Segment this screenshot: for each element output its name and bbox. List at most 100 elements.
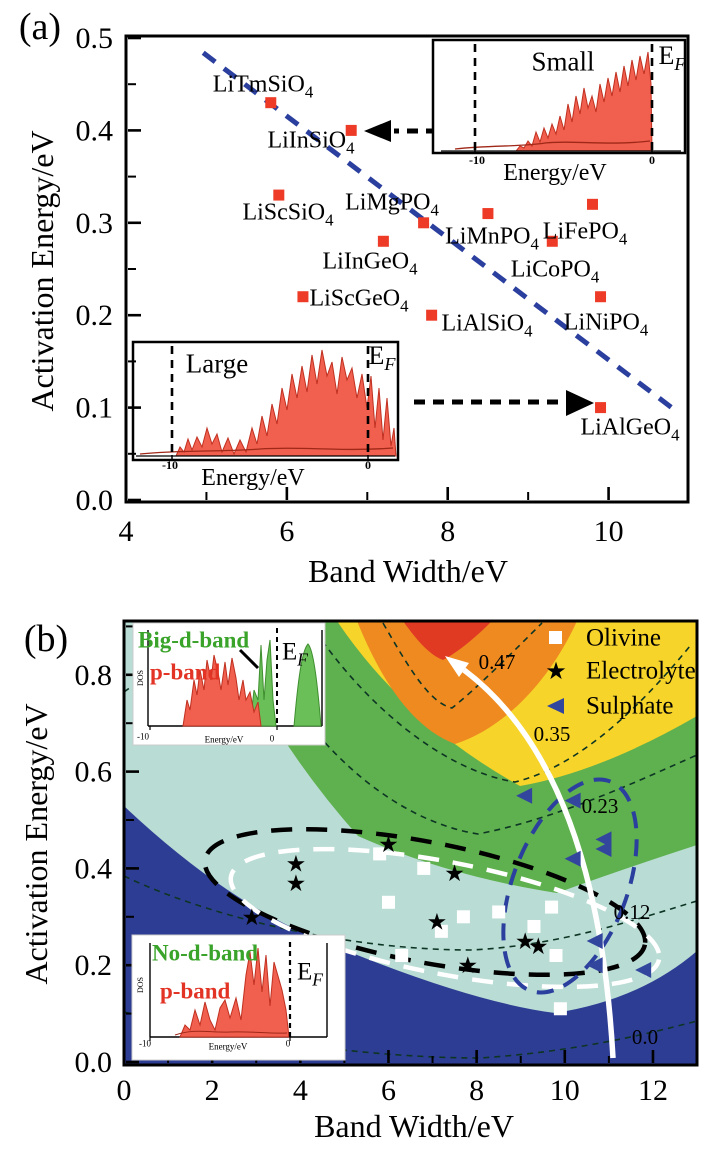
y-tick-label-b: 0.8 xyxy=(75,659,113,692)
y-tick-label-a: 0.5 xyxy=(76,22,114,55)
data-point-a xyxy=(273,189,285,201)
data-point-a xyxy=(377,235,389,247)
legend-symbols: ★ xyxy=(545,631,567,714)
white-arrow-curve xyxy=(462,667,616,1059)
y-tick-label-a: 0.4 xyxy=(76,114,114,147)
olivine-point xyxy=(381,895,395,909)
sulphate-point xyxy=(586,933,603,949)
y-tick-label-a: 0.3 xyxy=(76,207,114,240)
data-point-a xyxy=(426,309,438,321)
legend-electrolyte-label: Electrolyte xyxy=(586,657,696,685)
inset-small-xlabel: Energy/eV xyxy=(503,160,607,186)
compound-label: LiAlGeO4 xyxy=(580,414,680,445)
compound-label: LiScSiO4 xyxy=(242,199,334,230)
olivine-point xyxy=(492,905,506,919)
x-tick-label-a: 8 xyxy=(440,515,455,548)
data-point-a xyxy=(482,208,494,220)
inset-large-tick-right: 0 xyxy=(365,458,371,472)
dos-d-band-right xyxy=(293,643,322,727)
inset-small-tick-right: 0 xyxy=(649,153,655,167)
band-orange xyxy=(357,621,577,744)
x-tick-label-b: 8 xyxy=(469,1074,484,1107)
compound-label: LiInSiO4 xyxy=(267,127,355,158)
inset-nod-tick-left: -10 xyxy=(139,1038,151,1049)
arrow-large-inset-head xyxy=(566,390,594,416)
sulphate-point xyxy=(586,957,603,974)
sulphate-point xyxy=(516,787,533,804)
dos-p-band xyxy=(179,947,290,1038)
arrow-small-inset-head xyxy=(364,120,391,142)
y-tick-label-b: 0.4 xyxy=(75,852,113,885)
compound-label: LiNiPO4 xyxy=(563,309,649,340)
inset-small-dos xyxy=(431,38,687,155)
panel-a-graphics: 4 6 8 10 0.0 0.1 0.2 0.3 0.4 0.5 xyxy=(76,22,690,548)
inset-big-d-band xyxy=(132,622,326,746)
inset-nod-line2: p-band xyxy=(160,978,231,1004)
inset-large-dos xyxy=(131,340,400,462)
sulphate-point xyxy=(595,841,612,858)
x-tick-label-b: 2 xyxy=(205,1074,220,1107)
data-point-a xyxy=(546,235,558,247)
data-point-a xyxy=(595,291,607,303)
electrolyte-point: ★ xyxy=(242,905,263,930)
legend-electrolyte-marker: ★ xyxy=(545,659,567,685)
inset-bigd-xlabel: Energy/eV xyxy=(204,734,244,745)
panel-b-xlabel: Band Width/eV xyxy=(314,1108,514,1144)
inset-large-title: Large xyxy=(185,348,249,379)
dos-curve-large xyxy=(175,349,397,457)
x-tick-label-a: 10 xyxy=(594,515,624,548)
compound-label: LiScGeO4 xyxy=(309,285,409,316)
band-red xyxy=(403,621,492,660)
x-tick-label-a: 4 xyxy=(119,515,134,548)
trend-line xyxy=(201,50,680,415)
electrolyte-point: ★ xyxy=(286,871,307,896)
inset-nod-xlabel: Energy/eV xyxy=(208,1041,248,1052)
olivine-point xyxy=(456,910,470,924)
white-arrow-head xyxy=(445,656,469,677)
legend-olivine-label: Olivine xyxy=(586,624,661,652)
inset-small-tick-left: -10 xyxy=(469,153,485,167)
inset-nod-ylabel: DOS xyxy=(136,976,145,994)
contour-label: 0.12 xyxy=(614,900,651,924)
electrolyte-point: ★ xyxy=(528,934,549,959)
y-tick-label-a: 0.2 xyxy=(76,299,114,332)
inset-large-ef-label: EF xyxy=(368,340,396,374)
data-point-a xyxy=(418,217,430,229)
compound-label: LiMnPO4 xyxy=(445,223,539,254)
x-tick-label-b: 6 xyxy=(381,1074,396,1107)
inset-bigd-ylabel: DOS xyxy=(136,669,145,687)
panel-a-tag: (a) xyxy=(18,6,62,48)
inset-no-d-band xyxy=(131,934,346,1061)
panel-b-tag: (b) xyxy=(23,618,69,660)
compound-label: LiTmSiO4 xyxy=(212,71,314,102)
olivine-point xyxy=(553,1002,567,1016)
contour-label: 0.23 xyxy=(582,794,619,818)
white-dashed-ellipse xyxy=(228,846,662,990)
panel-b-ylabel: Activation Energy/eV xyxy=(18,703,54,985)
panel-b-frame xyxy=(122,619,699,1067)
inset-large-tick-left: -10 xyxy=(162,458,178,472)
legend-olivine-marker xyxy=(549,631,562,644)
compound-label: LiInGeO4 xyxy=(322,248,418,279)
data-point-a xyxy=(586,198,598,210)
inset-nod-line1: No-d-band xyxy=(152,940,259,966)
inset-bigd-tick-right: 0 xyxy=(269,733,275,744)
panel-a-xlabel: Band Width/eV xyxy=(308,553,508,589)
olivine-point xyxy=(395,949,409,963)
sulphate-point xyxy=(635,962,652,979)
x-tick-label-b: 10 xyxy=(550,1074,580,1107)
y-tick-label-b: 0.2 xyxy=(75,949,113,982)
compound-label: LiAlSiO4 xyxy=(441,310,533,341)
sulphate-point xyxy=(564,792,581,809)
inset-nod-tick-right: 0 xyxy=(285,1038,291,1049)
data-point-a xyxy=(297,291,309,303)
dos-curve-small xyxy=(514,51,653,152)
dos-minor-curve-large xyxy=(139,447,394,455)
electrolyte-point: ★ xyxy=(427,910,448,935)
inset-large-xlabel: Energy/eV xyxy=(201,465,305,491)
inset-nod-ef-label: EF xyxy=(297,958,323,990)
blue-dashed-ellipse xyxy=(501,777,639,995)
electrolyte-point: ★ xyxy=(515,929,536,954)
inset-bigd-ef-label: EF xyxy=(282,638,308,670)
